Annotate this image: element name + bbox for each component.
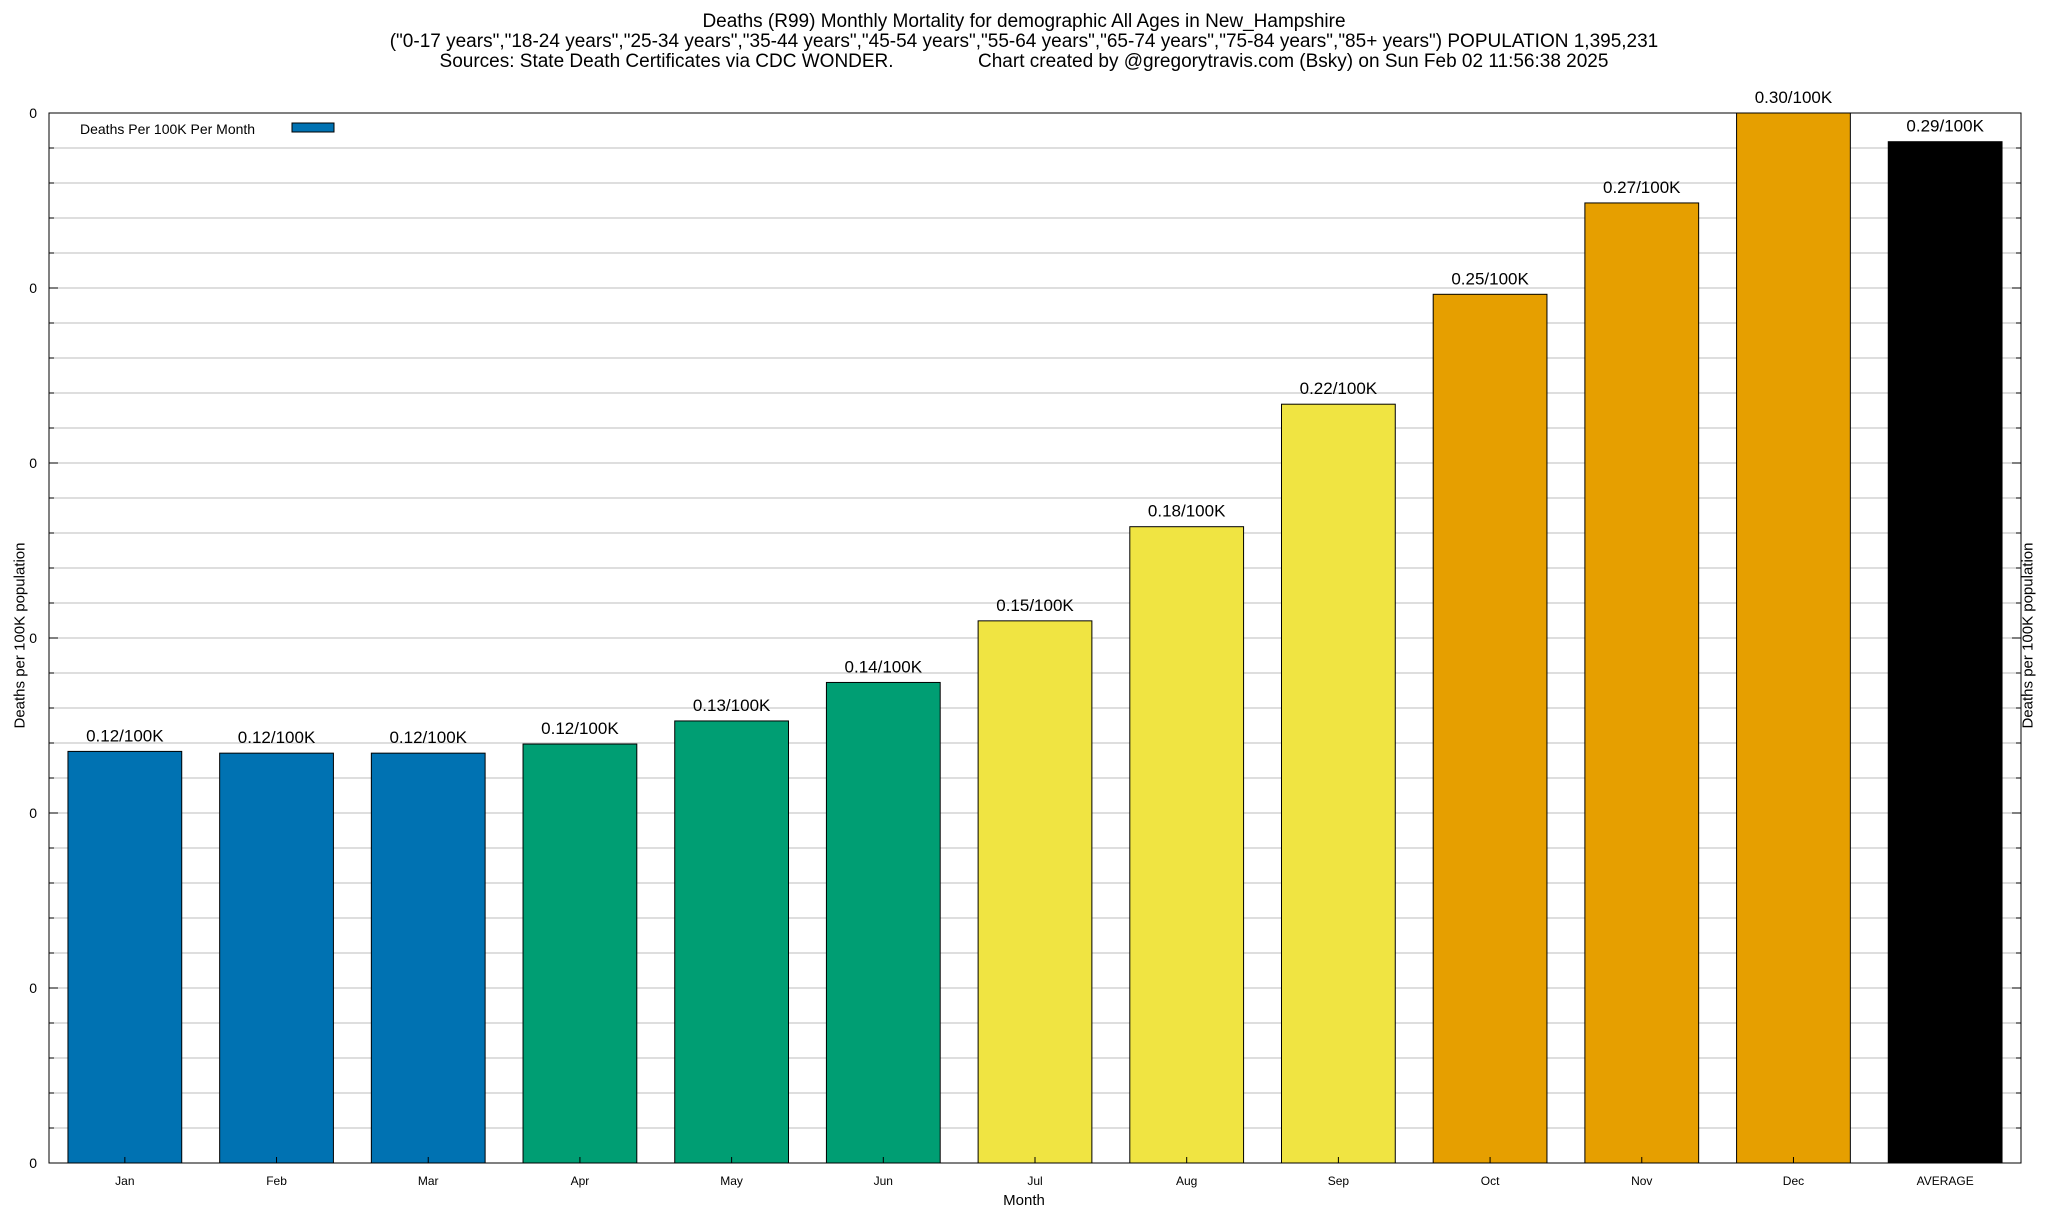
x-tick-label: Aug [1176, 1174, 1197, 1188]
data-label: 0.29/100K [1906, 117, 1984, 136]
bar-apr [522, 743, 638, 1164]
y-tick-label: 0 [29, 455, 37, 471]
bar-jan [67, 750, 183, 1164]
data-label: 0.25/100K [1451, 269, 1529, 288]
bar-average [1887, 141, 2003, 1164]
data-label: 0.27/100K [1603, 178, 1681, 197]
bar-may [674, 720, 790, 1164]
x-axis-label: Month [1003, 1192, 1045, 1209]
legend-label: Deaths Per 100K Per Month [80, 121, 255, 137]
y-tick-label: 0 [29, 980, 37, 996]
data-label: 0.12/100K [86, 726, 164, 745]
bar-aug [1129, 526, 1245, 1164]
data-label: 0.12/100K [238, 728, 316, 747]
chart-subtitle-sources: Sources: State Death Certificates via CD… [439, 51, 1609, 72]
x-tick-label: May [720, 1174, 743, 1188]
x-tick-label: AVERAGE [1917, 1174, 1974, 1188]
bar-nov [1584, 202, 1700, 1164]
x-tick-label: Jun [874, 1174, 893, 1188]
bar-jul [977, 620, 1093, 1164]
bar-dec [1736, 112, 1851, 1164]
bar-jun [825, 681, 941, 1164]
bar-mar [370, 752, 486, 1164]
chart-title: Deaths (R99) Monthly Mortality for demog… [702, 11, 1346, 32]
y-tick-label: 0 [29, 805, 37, 821]
y-tick-label: 0 [29, 105, 37, 121]
data-label: 0.18/100K [1148, 502, 1226, 521]
x-tick-label: Feb [266, 1174, 287, 1188]
x-tick-label: Mar [418, 1174, 439, 1188]
bar-sep [1281, 403, 1396, 1164]
data-label: 0.14/100K [845, 657, 923, 676]
data-label: 0.12/100K [541, 719, 619, 738]
bar-oct [1432, 293, 1548, 1164]
data-label: 0.15/100K [996, 596, 1074, 615]
x-tick-label: Oct [1481, 1174, 1500, 1188]
y-tick-label: 0 [29, 630, 37, 646]
x-tick-label: Apr [571, 1174, 590, 1188]
x-tick-label: Jul [1027, 1174, 1042, 1188]
x-tick-label: Dec [1783, 1174, 1804, 1188]
y-axis-label-left: Deaths per 100K population [11, 542, 29, 729]
y-axis-label-right: Deaths per 100K population [2019, 542, 2037, 729]
bar-feb [219, 752, 334, 1164]
data-label: 0.22/100K [1300, 379, 1378, 398]
data-label: 0.30/100K [1755, 88, 1833, 107]
x-tick-label: Sep [1328, 1174, 1350, 1188]
y-tick-label: 0 [29, 1155, 37, 1171]
x-tick-label: Nov [1631, 1174, 1652, 1188]
data-label: 0.13/100K [693, 696, 771, 715]
data-label: 0.12/100K [389, 728, 467, 747]
legend-swatch [291, 122, 335, 133]
plot-border [48, 112, 2022, 1164]
x-tick-label: Jan [115, 1174, 134, 1188]
chart-subtitle-demographics: ("0-17 years","18-24 years","25-34 years… [389, 31, 1659, 52]
y-tick-label: 0 [29, 280, 37, 296]
chart-title-block: Deaths (R99) Monthly Mortality for demog… [0, 12, 2048, 72]
